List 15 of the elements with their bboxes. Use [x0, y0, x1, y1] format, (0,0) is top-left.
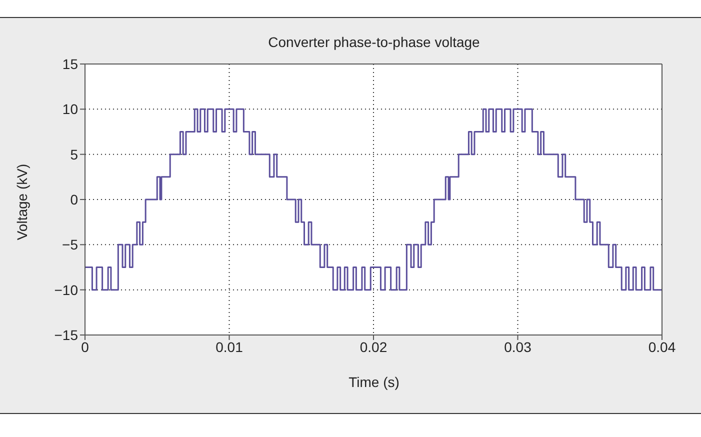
y-tick-label: −15	[54, 326, 78, 343]
x-tick-label: 0.02	[360, 338, 388, 355]
x-tick-label: 0.04	[648, 338, 676, 355]
x-tick-label: 0.01	[216, 338, 244, 355]
chart-title: Converter phase-to-phase voltage	[267, 34, 481, 50]
y-tick-label: 0	[70, 191, 78, 208]
y-tick-label: −5	[62, 236, 78, 253]
y-tick-label: −10	[54, 282, 78, 298]
x-axis-title: Time (s)	[348, 374, 400, 390]
y-axis-title: Voltage (kV)	[14, 164, 30, 240]
y-tick-label: 10	[62, 101, 78, 118]
x-tick-label: 0	[81, 338, 90, 355]
y-tick-label: 5	[70, 146, 78, 162]
y-tick-label: 15	[62, 56, 78, 72]
x-tick-label: 0.03	[504, 338, 532, 355]
